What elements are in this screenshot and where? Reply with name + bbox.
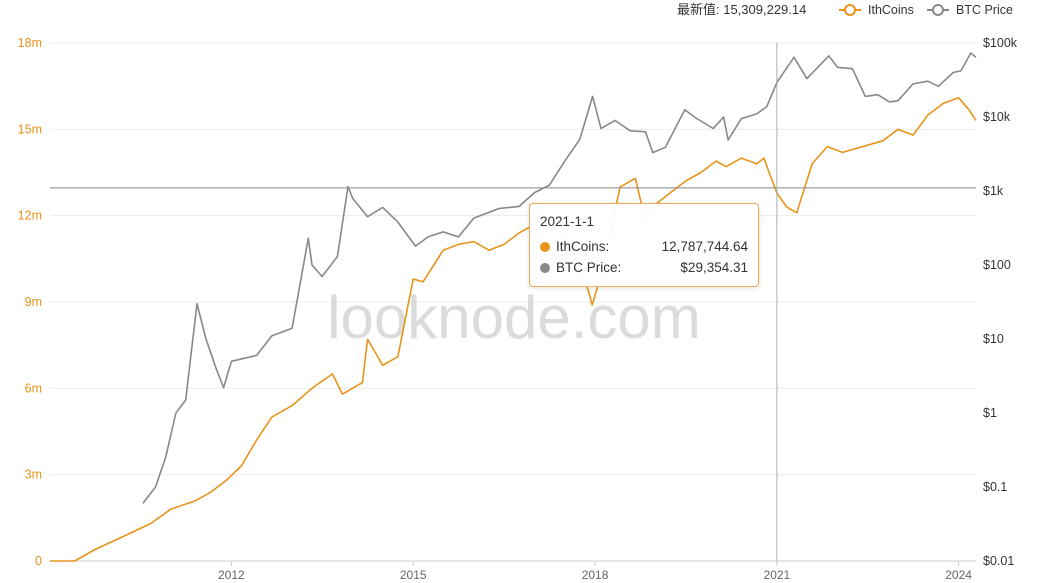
legend-item-btc-price[interactable]: BTC Price — [927, 3, 1013, 17]
y-left-tick-label: 15m — [18, 122, 42, 136]
x-tick-label: 2015 — [400, 568, 427, 582]
legend-label-btc-price: BTC Price — [956, 3, 1013, 17]
tooltip-row-ithcoins: IthCoins: 12,787,744.64 — [540, 236, 748, 257]
tooltip-name-btc-price: BTC Price: — [556, 260, 622, 275]
x-tick-label: 2021 — [764, 568, 791, 582]
y-right-tick-label: $10 — [983, 332, 1004, 346]
tooltip-dot-ithcoins — [540, 241, 550, 252]
tooltip: 2021-1-1 IthCoins: 12,787,744.64 BTC Pri… — [529, 203, 759, 287]
series-line-btc-price — [142, 52, 977, 504]
tooltip-dot-btc-price — [540, 262, 550, 273]
y-right-tick-label: $0.1 — [983, 480, 1007, 494]
y-right-tick-label: $100 — [983, 258, 1011, 272]
y-axis-right: $0.01 $0.1 $1 $10 $100 $1k $10k $100k — [983, 36, 1018, 568]
y-left-tick-label: 9m — [25, 295, 42, 309]
y-left-tick-label: 18m — [18, 36, 42, 50]
legend-item-ithcoins[interactable]: IthCoins — [839, 3, 914, 17]
y-right-tick-label: $0.01 — [983, 554, 1014, 568]
x-tick-label: 2018 — [582, 568, 609, 582]
legend-label-ithcoins: IthCoins — [868, 3, 914, 17]
y-left-tick-label: 12m — [18, 209, 42, 223]
tooltip-row-btc-price: BTC Price: $29,354.31 — [540, 257, 748, 278]
y-left-tick-label: 0 — [35, 554, 42, 568]
legend-marker-btc-price — [932, 4, 944, 16]
y-left-tick-label: 3m — [25, 468, 42, 482]
y-right-tick-label: $10k — [983, 110, 1011, 124]
x-tick-label: 2012 — [218, 568, 245, 582]
crosshair — [50, 43, 976, 561]
tooltip-name-ithcoins: IthCoins: — [556, 239, 610, 254]
watermark: looknode.com — [327, 284, 701, 351]
y-right-tick-label: $1k — [983, 184, 1004, 198]
legend-marker-ithcoins — [844, 4, 856, 16]
tooltip-date: 2021-1-1 — [540, 214, 595, 229]
x-axis: 2012 2015 2018 2021 2024 — [218, 561, 972, 582]
tooltip-value-ithcoins: 12,787,744.64 — [661, 239, 748, 254]
y-axis-left: 0 3m 6m 9m 12m 15m 18m — [18, 36, 42, 568]
latest-value-label: 最新值: 15,309,229.14 — [677, 2, 806, 17]
credit-watermark: 知乎 @小鱼呆呆脑子 — [728, 526, 952, 554]
x-tick-label: 2024 — [945, 568, 972, 582]
y-right-tick-label: $1 — [983, 406, 997, 420]
gridlines — [50, 42, 976, 562]
tooltip-value-btc-price: $29,354.31 — [680, 260, 748, 275]
y-left-tick-label: 6m — [25, 381, 42, 395]
y-right-tick-label: $100k — [983, 36, 1018, 50]
